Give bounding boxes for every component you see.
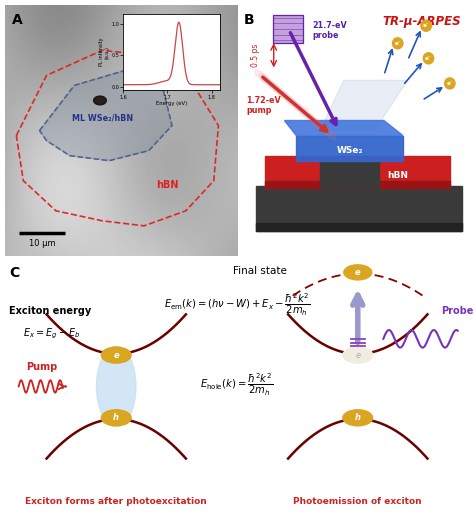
Text: $E_{\mathrm{em}}(k) = (h\nu - W) + E_x - \dfrac{\hbar^2 k^2}{2m_h}$: $E_{\mathrm{em}}(k) = (h\nu - W) + E_x -… [164,291,310,318]
Polygon shape [256,223,462,231]
Text: Final state: Final state [233,266,287,276]
Ellipse shape [281,92,292,103]
Ellipse shape [299,107,310,118]
Ellipse shape [255,70,266,81]
Polygon shape [320,81,408,131]
Y-axis label: PL intensity
(a.u.): PL intensity (a.u.) [99,38,110,67]
Text: TR-μ-ARPES: TR-μ-ARPES [383,15,461,28]
Ellipse shape [285,96,297,107]
Ellipse shape [294,103,306,114]
Text: hBN: hBN [156,180,179,190]
Text: e: e [355,268,361,277]
Polygon shape [284,120,403,135]
Text: e⁻: e⁻ [423,23,429,28]
Text: e⁻: e⁻ [425,56,432,61]
Polygon shape [296,135,403,161]
Ellipse shape [307,114,319,125]
Text: A: A [12,13,22,27]
Text: Exciton forms after photoexcitation: Exciton forms after photoexcitation [25,496,207,506]
Polygon shape [273,15,303,43]
Circle shape [343,347,373,363]
Text: B: B [244,13,255,27]
Text: hBN: hBN [388,171,409,180]
Ellipse shape [325,129,336,140]
Text: ML WSe₂/hBN: ML WSe₂/hBN [72,114,133,123]
Text: h: h [113,413,119,422]
Ellipse shape [97,346,136,427]
Ellipse shape [320,125,332,136]
Circle shape [101,410,131,426]
Ellipse shape [268,81,280,92]
Ellipse shape [303,111,314,121]
Text: Photoemission of exciton: Photoemission of exciton [293,496,422,506]
Text: $E_{\mathrm{hole}}(k) = \dfrac{\hbar^2 k^2}{2m_h}$: $E_{\mathrm{hole}}(k) = \dfrac{\hbar^2 k… [201,371,273,398]
Polygon shape [320,161,379,188]
Polygon shape [256,186,462,231]
Circle shape [445,78,455,89]
Text: WSe₂: WSe₂ [337,146,363,155]
Polygon shape [39,70,172,161]
Text: 21.7-eV
probe: 21.7-eV probe [313,21,347,40]
Circle shape [343,410,373,426]
Text: e⁻: e⁻ [394,41,401,46]
Text: C: C [9,266,19,280]
Text: h: h [355,413,361,422]
Polygon shape [265,156,450,188]
Text: Pump: Pump [26,362,57,372]
Circle shape [101,347,131,363]
Circle shape [423,53,434,64]
Text: 1.72-eV
pump: 1.72-eV pump [246,96,281,115]
Text: e: e [355,351,360,360]
X-axis label: Energy (eV): Energy (eV) [156,101,187,106]
Ellipse shape [277,88,288,99]
Ellipse shape [264,78,275,88]
Text: $E_x = E_g - E_b$: $E_x = E_g - E_b$ [23,326,81,341]
Ellipse shape [316,121,328,132]
Text: Exciton energy: Exciton energy [9,306,91,316]
Ellipse shape [290,99,301,110]
Text: 0.5 ps: 0.5 ps [252,43,260,67]
Text: e⁻: e⁻ [447,81,453,86]
Circle shape [421,20,431,31]
Ellipse shape [93,96,106,105]
Circle shape [392,38,403,49]
Ellipse shape [273,85,284,96]
Polygon shape [265,181,450,188]
Ellipse shape [311,118,323,129]
Ellipse shape [259,73,271,84]
Text: Probe: Probe [441,306,474,316]
Circle shape [344,265,372,280]
Text: e: e [113,351,119,360]
Text: 10 μm: 10 μm [28,239,55,248]
